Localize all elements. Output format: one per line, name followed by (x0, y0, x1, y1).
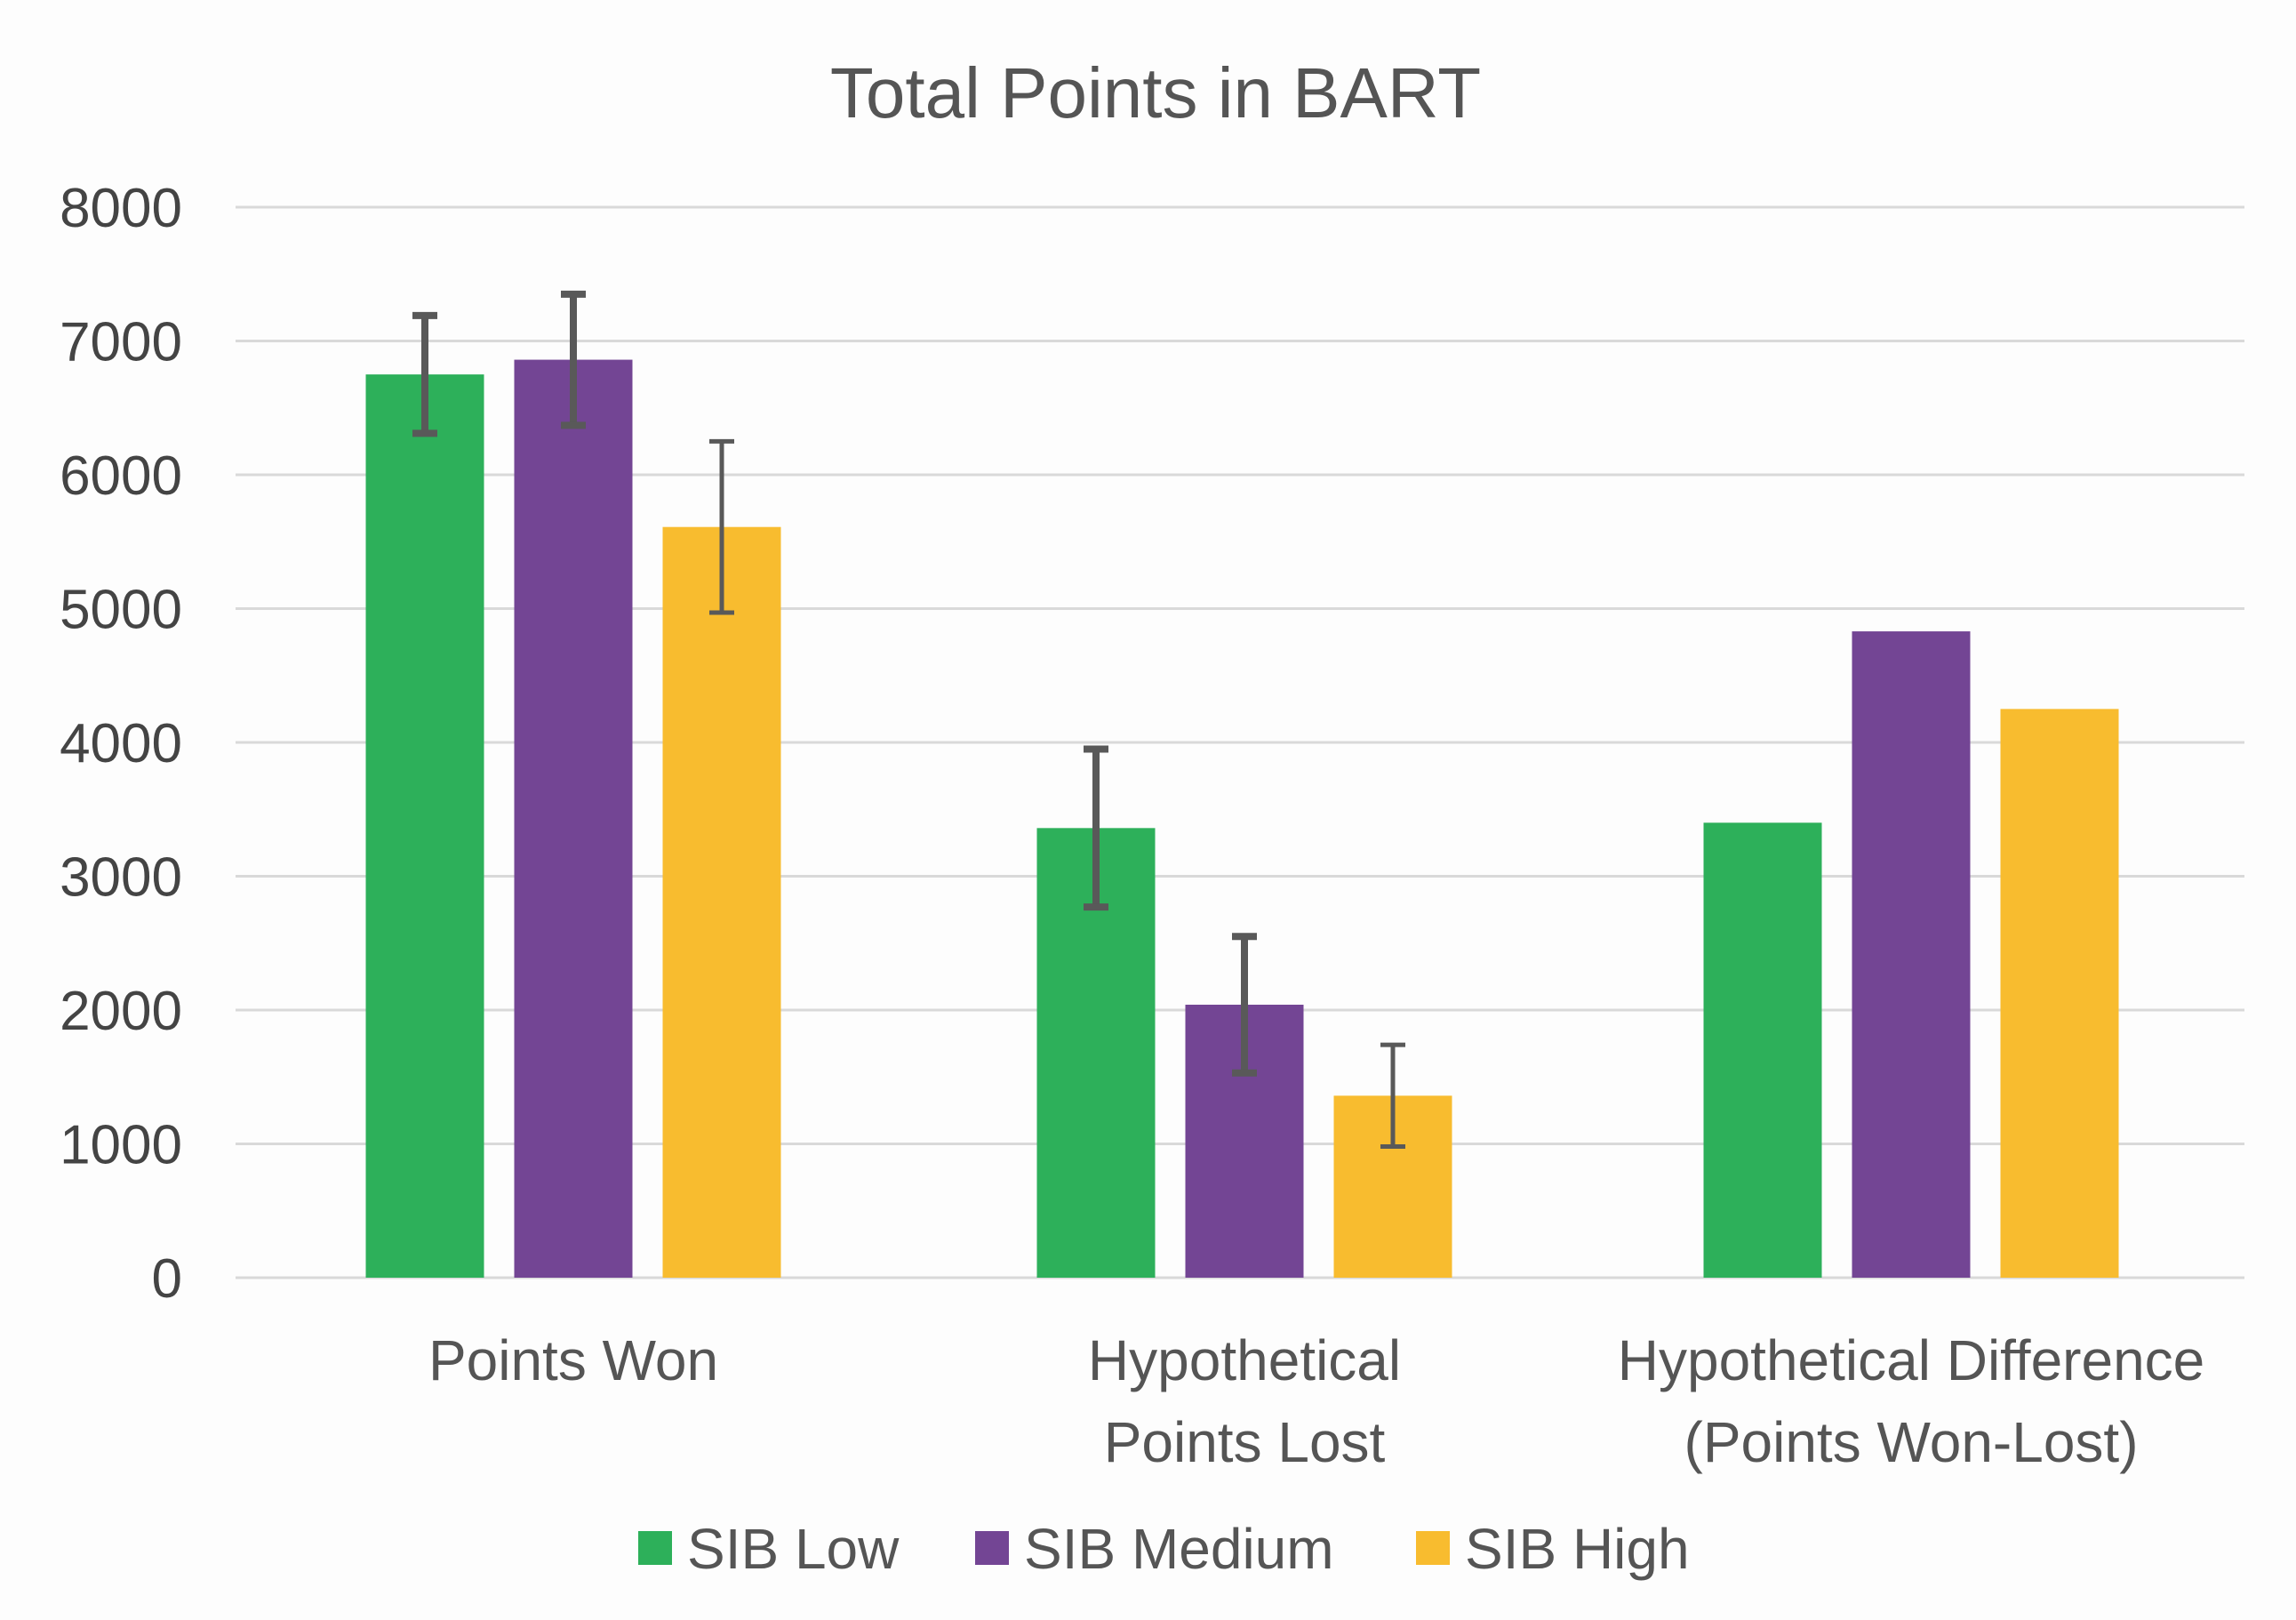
y-tick-label: 5000 (60, 580, 182, 641)
category-label: Hypothetical (1088, 1328, 1401, 1392)
y-tick-label: 1000 (60, 1115, 182, 1176)
legend-swatch (975, 1531, 1009, 1565)
x-axis-category-labels: Points Won Hypothetical Points Lost Hypothe… (428, 1328, 2204, 1474)
y-tick-label: 3000 (60, 847, 182, 909)
error-bar (1232, 933, 1257, 1077)
y-tick-label: 6000 (60, 445, 182, 507)
error-bars (412, 290, 1405, 1150)
error-bar (709, 438, 734, 615)
legend-label: SIB Medium (1024, 1517, 1334, 1581)
chart-title: Total Points in BART (830, 53, 1481, 132)
legend-label: SIB High (1465, 1517, 1690, 1581)
legend-swatch (638, 1531, 672, 1565)
bar-sib-low (365, 374, 484, 1278)
legend-label: SIB Low (687, 1517, 900, 1581)
error-bar (412, 311, 437, 437)
bar-sib-medium (1852, 631, 1971, 1278)
y-tick-label: 7000 (60, 312, 182, 373)
legend-item: SIB Medium (975, 1517, 1334, 1581)
y-tick-label: 0 (152, 1248, 182, 1310)
category-label: Points Won (428, 1328, 718, 1392)
y-tick-label: 2000 (60, 981, 182, 1042)
error-bar (1380, 1042, 1405, 1150)
category-label: (Points Won-Lost) (1684, 1410, 2139, 1474)
y-tick-label: 8000 (60, 178, 182, 239)
error-bar (1084, 745, 1108, 911)
bar-sib-low (1703, 822, 1822, 1278)
legend: SIB Low SIB Medium SIB High (638, 1517, 1690, 1581)
error-bar (561, 290, 586, 429)
bar-sib-medium (514, 359, 633, 1278)
bar-sib-high (662, 526, 781, 1278)
y-axis-tick-labels: 0 1000 2000 3000 4000 5000 6000 7000 8000 (60, 178, 182, 1310)
legend-item: SIB Low (638, 1517, 900, 1581)
bars (365, 359, 2119, 1278)
y-tick-label: 4000 (60, 713, 182, 774)
bar-sib-high (2000, 709, 2119, 1278)
category-label: Hypothetical Difference (1618, 1328, 2205, 1392)
legend-swatch (1416, 1531, 1450, 1565)
category-label: Points Lost (1104, 1410, 1386, 1474)
legend-item: SIB High (1416, 1517, 1690, 1581)
